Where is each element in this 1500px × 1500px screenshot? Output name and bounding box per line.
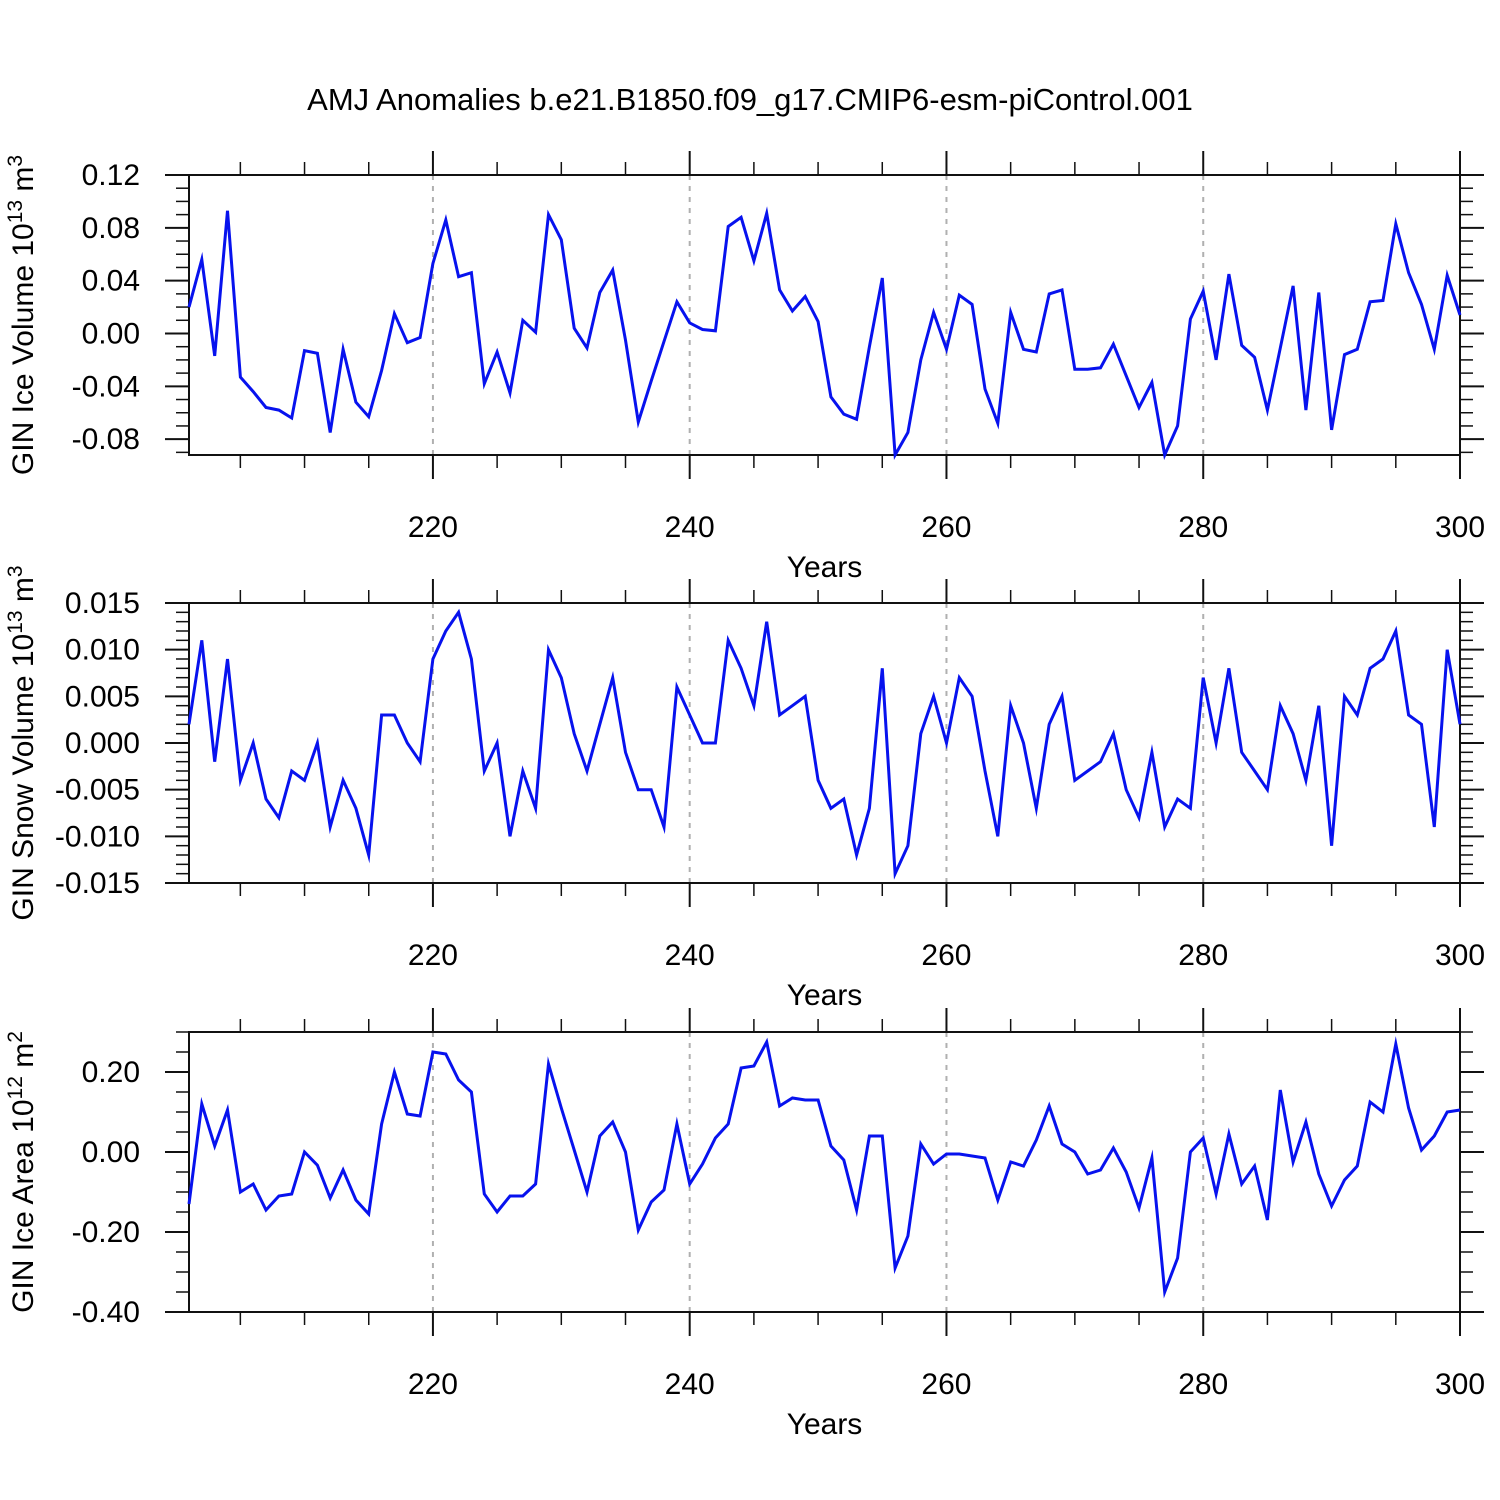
x-axis-title: Years xyxy=(787,551,863,584)
y-title-superscript: 3 xyxy=(4,565,27,577)
y-title-superscript: 13 xyxy=(4,200,27,223)
series-line-gin-ice-volume xyxy=(187,206,1462,461)
x-tick-label: 300 xyxy=(1435,939,1485,972)
y-tick-label: 0.04 xyxy=(82,265,140,298)
plot-frame xyxy=(188,1031,1461,1313)
x-axis-title: Years xyxy=(787,1408,863,1441)
x-tick-label: 220 xyxy=(408,511,458,544)
y-title-superscript: 2 xyxy=(4,1031,27,1043)
x-tick-label: 240 xyxy=(665,1368,715,1401)
panel-gin-ice-area: 220 240 260 280 300 Years 0.20 0.00 -0.20 -0.40 GI… xyxy=(4,1008,1485,1441)
y-axis-title: GIN Snow Volume 1013 m3 xyxy=(4,565,40,920)
y-tick-label: 0.08 xyxy=(82,212,140,245)
x-tick-label: 240 xyxy=(665,511,715,544)
y-tick-label: -0.010 xyxy=(55,820,140,853)
x-tick-label: 260 xyxy=(921,511,971,544)
y-axis-title: GIN Ice Volume 1013 m3 xyxy=(4,155,40,475)
y-tick-label: -0.08 xyxy=(72,423,140,456)
y-tick-label: 0.005 xyxy=(65,680,140,713)
x-tick-label: 240 xyxy=(665,939,715,972)
x-tick-label: 280 xyxy=(1178,1368,1228,1401)
y-tick-label: 0.010 xyxy=(65,634,140,667)
y-tick-label: 0.00 xyxy=(82,1136,140,1169)
y-title-text: GIN Ice Area 10 xyxy=(7,1099,40,1312)
x-tick-label: 280 xyxy=(1178,511,1228,544)
y-tick-label: -0.005 xyxy=(55,774,140,807)
y-title-superscript: 12 xyxy=(4,1076,27,1099)
y-tick-label: 0.000 xyxy=(65,727,140,760)
y-title-superscript: 13 xyxy=(4,610,27,633)
y-title-text: m xyxy=(7,577,40,610)
series-line-gin-snow-volume xyxy=(187,608,1462,880)
plot-frame xyxy=(188,174,1461,456)
x-tick-label: 280 xyxy=(1178,939,1228,972)
y-tick-label: -0.40 xyxy=(72,1296,140,1329)
x-tick-label: 260 xyxy=(921,939,971,972)
x-tick-label: 220 xyxy=(408,1368,458,1401)
y-tick-label: -0.015 xyxy=(55,867,140,900)
panel-gin-snow-volume: 220 240 260 280 300 Years 0.015 0.010 0.005 0.000… xyxy=(4,565,1485,1012)
y-title-text: GIN Ice Volume 10 xyxy=(7,223,40,475)
y-tick-label: 0.20 xyxy=(82,1056,140,1089)
y-title-superscript: 3 xyxy=(4,155,27,167)
y-tick-label: -0.04 xyxy=(72,370,140,403)
x-tick-label: 300 xyxy=(1435,511,1485,544)
y-tick-label: -0.20 xyxy=(72,1216,140,1249)
y-title-text: GIN Snow Volume 10 xyxy=(7,634,40,921)
y-tick-label: 0.015 xyxy=(65,587,140,620)
y-axis-title: GIN Ice Area 1012 m2 xyxy=(4,1031,40,1313)
x-axis-title: Years xyxy=(787,979,863,1012)
x-tick-label: 260 xyxy=(921,1368,971,1401)
x-tick-label: 300 xyxy=(1435,1368,1485,1401)
panel-gin-ice-volume: 220 240 260 280 300 Years 0.12 0.08 0.04 0.00 -0.0… xyxy=(4,151,1485,584)
y-tick-label: 0.12 xyxy=(82,159,140,192)
series-line-gin-ice-area xyxy=(187,1036,1461,1299)
y-title-text: m xyxy=(7,167,40,200)
y-tick-label: 0.00 xyxy=(82,317,140,350)
x-tick-label: 220 xyxy=(408,939,458,972)
y-title-text: m xyxy=(7,1043,40,1076)
figure-title: AMJ Anomalies b.e21.B1850.f09_g17.CMIP6-… xyxy=(307,82,1193,117)
